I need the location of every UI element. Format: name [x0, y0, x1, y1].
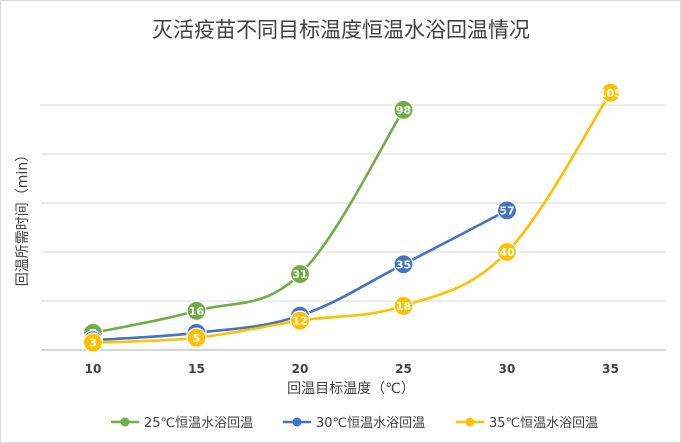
data-point [496, 241, 518, 263]
series-1: 7163198 [82, 99, 414, 343]
data-point [289, 263, 311, 285]
legend-label: 25℃恒温水浴回温 [144, 416, 253, 431]
gridlines [41, 104, 666, 302]
chart-title: 灭活疫苗不同目标温度恒温水浴回温情况 [152, 18, 530, 42]
series-line [92, 109, 405, 335]
data-label: 18 [396, 300, 411, 313]
data-point [289, 310, 311, 331]
x-tick-label: 10 [85, 362, 102, 376]
series-layer: 7163198714355735121840105 [82, 82, 622, 353]
data-label: 40 [499, 246, 515, 259]
legend-swatch-marker [292, 417, 302, 427]
data-label: 16 [189, 305, 205, 318]
x-axis-title: 回温目标温度（℃） [287, 381, 415, 397]
x-tick-label: 15 [188, 362, 205, 376]
y-axis-title: 回温所需时间（min） [15, 148, 31, 286]
x-tick-label: 25 [395, 362, 412, 376]
legend-swatch-marker [120, 417, 130, 427]
data-point [393, 99, 414, 121]
data-point [600, 82, 621, 103]
data-label: 57 [499, 204, 514, 217]
data-point [186, 300, 207, 321]
data-label: 31 [292, 268, 307, 281]
x-tick-label: 20 [292, 362, 309, 376]
data-label: 12 [292, 315, 307, 328]
legend-label: 35℃恒温水浴回温 [489, 416, 598, 431]
legend-label: 30℃恒温水浴回温 [316, 416, 425, 431]
data-point [393, 254, 414, 275]
data-label: 98 [396, 104, 411, 117]
x-tick-label: 35 [602, 362, 619, 376]
series-line [92, 92, 612, 344]
legend: 25℃恒温水浴回温 30℃恒温水浴回温 35℃恒温水浴回温 [111, 416, 598, 431]
data-label: 5 [193, 332, 201, 345]
x-tick-labels: 10 15 20 25 30 35 [85, 362, 619, 376]
x-tick-label: 30 [499, 362, 516, 376]
data-point [496, 200, 518, 221]
data-point [186, 327, 207, 348]
legend-swatch-marker [465, 417, 475, 427]
data-label: 105 [599, 87, 622, 100]
data-label: 35 [396, 258, 411, 271]
data-label: 3 [89, 337, 97, 350]
data-point [82, 332, 104, 353]
data-point [393, 295, 414, 316]
